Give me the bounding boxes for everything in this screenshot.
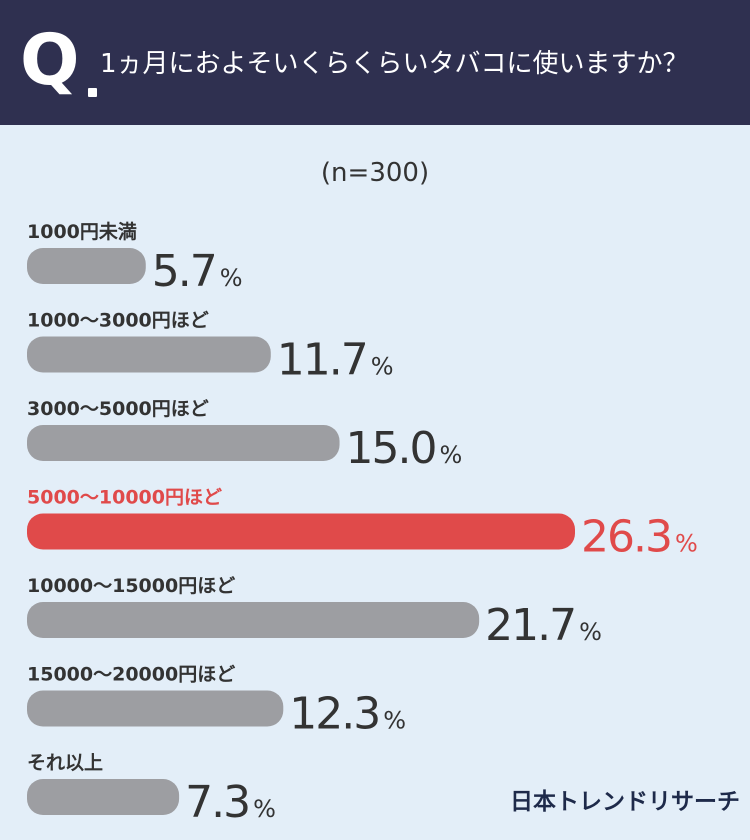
value-label: 7.3% [185, 777, 276, 828]
value-label: 5.7% [152, 246, 243, 297]
bar [27, 425, 340, 461]
bar [27, 602, 480, 638]
question-header: Q 1ヵ月におよそいくらくらいタバコに使いますか？ [0, 0, 750, 125]
bar [27, 336, 271, 373]
category-label: 3000〜5000円ほど [27, 398, 209, 420]
category-label: 1000〜3000円ほど [27, 310, 209, 332]
brand-logo: 日本トレンドリサーチ [510, 789, 740, 815]
value-label: 15.0% [346, 423, 463, 474]
category-label: 15000〜20000円ほど [27, 664, 235, 686]
q-mark-dot [88, 88, 97, 97]
question-text: 1ヵ月におよそいくらくらいタバコに使いますか？ [100, 49, 689, 79]
bar [27, 690, 284, 727]
category-label: 10000〜15000円ほど [27, 575, 235, 597]
category-label: 5000〜10000円ほど [27, 487, 222, 509]
bar [27, 513, 575, 550]
value-label: 12.3% [289, 689, 406, 740]
value-label: 21.7% [485, 600, 602, 651]
category-label: それ以上 [27, 752, 103, 774]
q-mark: Q [20, 19, 80, 101]
bar [27, 779, 180, 815]
sample-size-label: (n=300) [320, 158, 430, 188]
value-label: 11.7% [277, 335, 394, 386]
category-label: 1000円未満 [27, 220, 137, 243]
value-label: 26.3% [581, 512, 698, 563]
bar [27, 248, 146, 284]
